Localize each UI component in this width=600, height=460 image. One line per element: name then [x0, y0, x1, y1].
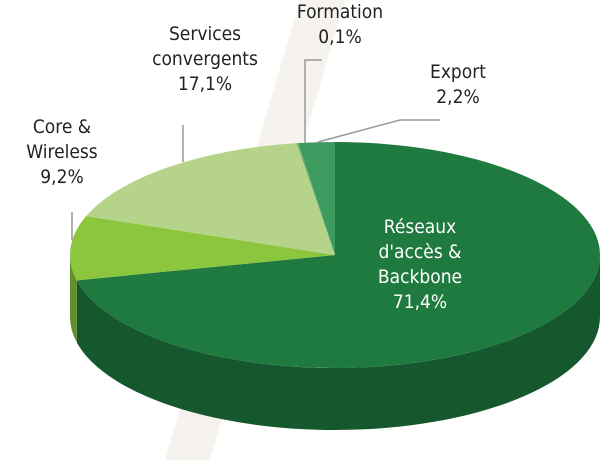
category-name: Formation — [296, 1, 384, 23]
category-name: Core & Wireless — [26, 116, 98, 163]
slice-side — [70, 255, 77, 343]
slice — [70, 216, 336, 281]
leader-line — [304, 59, 322, 143]
leader-lines — [71, 59, 440, 240]
slice-label: Core & Wireless 9,2% — [17, 115, 107, 190]
value-label: 9,2% — [40, 166, 84, 188]
slice — [76, 142, 600, 368]
slice-side — [76, 255, 600, 430]
category-name: Services convergents — [152, 23, 258, 70]
value-label: 17,1% — [177, 73, 233, 95]
value-label: 0,1% — [318, 26, 362, 48]
slice-label: Export 2,2% — [418, 60, 498, 110]
category-name: Réseaux d'accès & Backbone — [377, 216, 463, 288]
slice-label: Services convergents 17,1% — [145, 22, 265, 97]
slice-label: Formation 0,1% — [290, 0, 390, 50]
slice — [298, 142, 335, 255]
category-name: Export — [430, 61, 486, 83]
slice — [86, 143, 335, 255]
value-label: 2,2% — [436, 86, 480, 108]
leader-line — [317, 119, 440, 143]
slice — [296, 143, 335, 255]
slice-label: Réseaux d'accès & Backbone 71,4% — [360, 215, 480, 315]
value-label: 71,4% — [392, 291, 448, 313]
